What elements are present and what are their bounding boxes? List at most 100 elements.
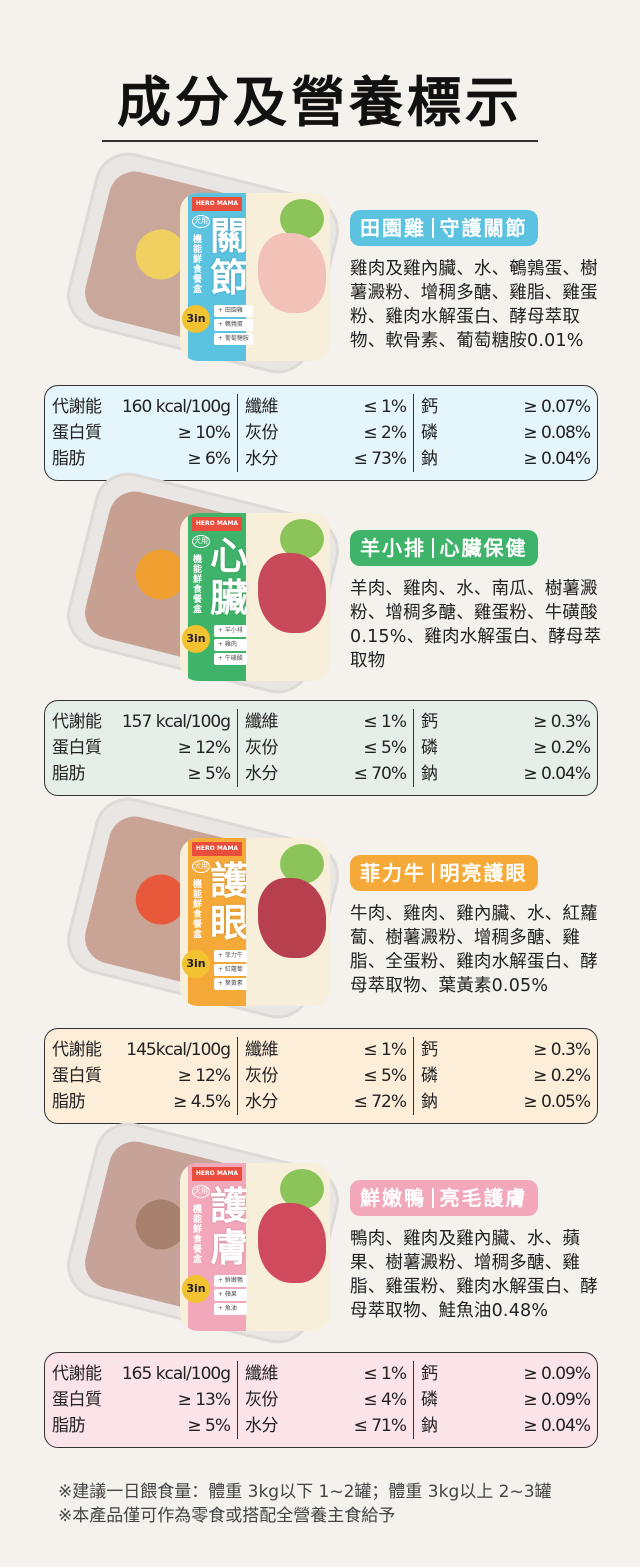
nutrition-row: 鈣 ≥ 0.3% bbox=[421, 709, 591, 735]
page-title: 成分及營養標示 bbox=[117, 71, 523, 134]
nutrition-row: 灰份 ≤ 5% bbox=[245, 1063, 407, 1089]
nutrient-label: 水分 bbox=[245, 449, 279, 469]
flavor-name: 羊小排 bbox=[360, 536, 426, 560]
nutrient-label: 灰份 bbox=[245, 738, 279, 758]
addition-item: + 菲力牛 bbox=[214, 950, 247, 962]
flavor-name: 鮮嫩鴨 bbox=[360, 1186, 426, 1210]
nutrient-label: 灰份 bbox=[245, 423, 279, 443]
nutrition-row: 灰份 ≤ 5% bbox=[245, 735, 407, 761]
nutrition-row: 鈣 ≥ 0.09% bbox=[421, 1361, 591, 1387]
nutrition-row: 脂肪 ≥ 5% bbox=[52, 1413, 231, 1439]
nutrient-label: 磷 bbox=[421, 738, 438, 758]
nutrient-label: 水分 bbox=[245, 764, 279, 784]
nutrition-column: 代謝能 165 kcal/100g 蛋白質 ≥ 13% 脂肪 ≥ 5% bbox=[45, 1361, 237, 1439]
nutrient-label: 鈉 bbox=[421, 1416, 438, 1436]
3in1-badge: 3in bbox=[182, 950, 210, 978]
nutrition-row: 蛋白質 ≥ 12% bbox=[52, 1063, 231, 1089]
nutrient-label: 脂肪 bbox=[52, 764, 86, 784]
nutrient-label: 代謝能 bbox=[52, 712, 102, 732]
nutrition-column: 鈣 ≥ 0.3% 磷 ≥ 0.2% 鈉 ≥ 0.04% bbox=[413, 709, 597, 787]
addition-item: + 牛磺酸 bbox=[214, 653, 247, 665]
3in1-badge: 3in bbox=[182, 1275, 210, 1303]
nutrient-value: ≥ 5% bbox=[187, 764, 231, 784]
nutrition-row: 鈉 ≥ 0.04% bbox=[421, 1413, 591, 1439]
flavor-badge: 鮮嫩鴨 亮毛護膚 bbox=[350, 1180, 538, 1216]
product-package: HERO MAMA 犬用 機能鮮食餐盒 心臟 3in + 羊小排 + 雞肉 + 牛磺… bbox=[180, 513, 330, 681]
nutrition-row: 蛋白質 ≥ 10% bbox=[52, 420, 231, 446]
product-package: HERO MAMA 犬用 機能鮮食餐盒 關節 3in + 田園雞 + 鵪鶉蛋 + 葡… bbox=[180, 193, 330, 361]
dog-label: 犬用 bbox=[192, 860, 210, 873]
flavor-name: 菲力牛 bbox=[360, 861, 426, 885]
nutrient-label: 鈉 bbox=[421, 449, 438, 469]
nutrient-value: ≤ 5% bbox=[363, 1066, 407, 1086]
product-package: HERO MAMA 犬用 機能鮮食餐盒 護膚 3in + 鮮嫩鴨 + 蘋果 + 魚油 bbox=[180, 1163, 330, 1331]
nutrient-value: ≤ 4% bbox=[363, 1390, 407, 1410]
ingredients-text: 雞肉及雞內臟、水、鵪鶉蛋、樹薯澱粉、增稠多醣、雞脂、雞蛋粉、雞肉水解蛋白、酵母萃… bbox=[350, 259, 598, 351]
nutrient-label: 鈣 bbox=[421, 712, 438, 732]
nutrient-value: 145kcal/100g bbox=[126, 1040, 231, 1060]
addition-item: + 鮮嫩鴨 bbox=[214, 1275, 247, 1287]
nutrition-row: 代謝能 145kcal/100g bbox=[52, 1037, 231, 1063]
nutrient-value: ≥ 0.04% bbox=[523, 764, 591, 784]
product-line: 機能鮮食餐盒 bbox=[193, 880, 203, 940]
addition-item: + 雞肉 bbox=[214, 639, 247, 651]
nutrition-table: 代謝能 145kcal/100g 蛋白質 ≥ 12% 脂肪 ≥ 4.5% 纖維 ≤ 1% 灰份 ≤… bbox=[44, 1028, 598, 1124]
nutrition-row: 灰份 ≤ 4% bbox=[245, 1387, 407, 1413]
nutrient-value: ≥ 0.08% bbox=[523, 423, 591, 443]
nutrition-table: 代謝能 157 kcal/100g 蛋白質 ≥ 12% 脂肪 ≥ 5% 纖維 ≤ 1% 灰份 ≤ … bbox=[44, 700, 598, 796]
feeding-notes: ※建議一日餵食量：體重 3kg以下 1~2罐；體重 3kg以上 2~3罐 ※本產… bbox=[58, 1480, 618, 1528]
nutrient-value: ≤ 1% bbox=[363, 712, 407, 732]
nutrition-row: 代謝能 160 kcal/100g bbox=[52, 394, 231, 420]
ingredients-text: 鴨肉、雞肉及雞內臟、水、蘋果、樹薯澱粉、增稠多醣、雞脂、雞蛋粉、雞肉水解蛋白、酵… bbox=[350, 1229, 598, 1321]
meat-image bbox=[258, 553, 326, 633]
nutrient-value: ≥ 6% bbox=[187, 449, 231, 469]
nutrient-label: 磷 bbox=[421, 423, 438, 443]
nutrient-label: 水分 bbox=[245, 1416, 279, 1436]
nutrition-column: 鈣 ≥ 0.3% 磷 ≥ 0.2% 鈉 ≥ 0.05% bbox=[413, 1037, 597, 1115]
nutrition-row: 鈉 ≥ 0.04% bbox=[421, 446, 591, 472]
lettuce-image bbox=[280, 519, 324, 559]
nutrient-value: ≥ 12% bbox=[177, 1066, 231, 1086]
nutrition-row: 鈉 ≥ 0.05% bbox=[421, 1089, 591, 1115]
nutrition-row: 灰份 ≤ 2% bbox=[245, 420, 407, 446]
package-additions: + 羊小排 + 雞肉 + 牛磺酸 bbox=[214, 625, 247, 667]
nutrition-row: 水分 ≤ 70% bbox=[245, 761, 407, 787]
flavor-badge: 羊小排 心臟保健 bbox=[350, 530, 538, 566]
nutrition-row: 纖維 ≤ 1% bbox=[245, 1361, 407, 1387]
nutrient-value: ≤ 73% bbox=[353, 449, 407, 469]
nutrition-column: 纖維 ≤ 1% 灰份 ≤ 5% 水分 ≤ 72% bbox=[237, 1037, 413, 1115]
nutrient-value: ≥ 0.3% bbox=[533, 712, 591, 732]
nutrient-label: 蛋白質 bbox=[52, 423, 102, 443]
nutrient-label: 脂肪 bbox=[52, 1416, 86, 1436]
nutrient-value: ≥ 0.04% bbox=[523, 1416, 591, 1436]
addition-item: + 紅蘿蔔 bbox=[214, 964, 247, 976]
nutrient-label: 蛋白質 bbox=[52, 1066, 102, 1086]
product-package: HERO MAMA 犬用 機能鮮食餐盒 護眼 3in + 菲力牛 + 紅蘿蔔 + 葉… bbox=[180, 838, 330, 1006]
brand-logo: HERO MAMA bbox=[192, 842, 242, 856]
benefit-name: 心臟保健 bbox=[439, 536, 528, 560]
lettuce-image bbox=[280, 844, 324, 884]
nutrition-row: 水分 ≤ 72% bbox=[245, 1089, 407, 1115]
nutrition-row: 鈣 ≥ 0.3% bbox=[421, 1037, 591, 1063]
package-name: 護膚 bbox=[210, 1184, 249, 1270]
nutrition-table: 代謝能 165 kcal/100g 蛋白質 ≥ 13% 脂肪 ≥ 5% 纖維 ≤ 1% 灰份 ≤ … bbox=[44, 1352, 598, 1448]
addition-item: + 蘋果 bbox=[214, 1289, 247, 1301]
flavor-name: 田園雞 bbox=[360, 216, 426, 240]
package-name: 心臟 bbox=[210, 534, 249, 620]
nutrient-label: 代謝能 bbox=[52, 397, 102, 417]
badge-divider bbox=[432, 1188, 434, 1208]
badge-divider bbox=[432, 863, 434, 883]
nutrient-value: ≤ 1% bbox=[363, 1040, 407, 1060]
nutrition-row: 鈉 ≥ 0.04% bbox=[421, 761, 591, 787]
nutrient-label: 灰份 bbox=[245, 1390, 279, 1410]
nutrient-value: ≥ 0.04% bbox=[523, 449, 591, 469]
dog-label: 犬用 bbox=[192, 1185, 210, 1198]
dog-label: 犬用 bbox=[192, 535, 210, 548]
flavor-badge: 菲力牛 明亮護眼 bbox=[350, 855, 538, 891]
nutrition-row: 纖維 ≤ 1% bbox=[245, 1037, 407, 1063]
nutrition-row: 磷 ≥ 0.09% bbox=[421, 1387, 591, 1413]
nutrition-row: 纖維 ≤ 1% bbox=[245, 394, 407, 420]
nutrient-value: ≤ 71% bbox=[353, 1416, 407, 1436]
addition-item: + 鵪鶉蛋 bbox=[214, 319, 253, 331]
addition-item: + 田園雞 bbox=[214, 305, 253, 317]
